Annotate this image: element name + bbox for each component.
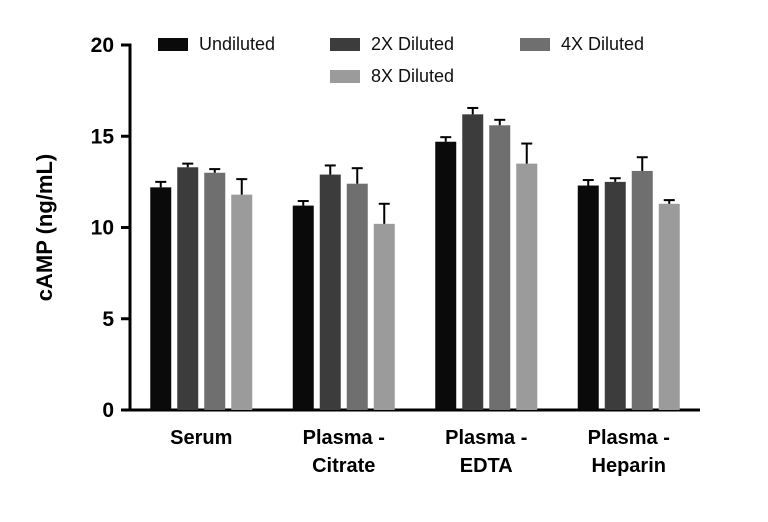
legend-swatch-2x-diluted xyxy=(330,38,360,51)
y-tick-label: 20 xyxy=(91,34,114,57)
y-tick-label: 0 xyxy=(102,399,114,422)
y-tick-label: 15 xyxy=(91,125,115,148)
legend-label-8x-diluted: 8X Diluted xyxy=(371,66,455,86)
legend-label-4x-diluted: 4X Diluted xyxy=(561,34,645,54)
x-category-label: Heparin xyxy=(592,455,666,477)
bar-8x-diluted xyxy=(516,163,538,410)
legend-label-undiluted: Undiluted xyxy=(199,34,276,54)
x-category-label: Citrate xyxy=(312,455,375,477)
bar-2x-diluted xyxy=(462,114,484,410)
bar-8x-diluted xyxy=(373,223,395,410)
bar-2x-diluted xyxy=(604,181,626,410)
legend-item-undiluted: Undiluted xyxy=(158,34,275,55)
bar-undiluted xyxy=(150,187,172,410)
legend-item-4x-diluted: 4X Diluted xyxy=(520,34,644,55)
bar-4x-diluted xyxy=(631,170,653,410)
x-category-label: Serum xyxy=(170,427,232,449)
legend-swatch-4x-diluted xyxy=(520,38,550,51)
bar-8x-diluted xyxy=(658,203,680,410)
x-category-label: Plasma - xyxy=(445,427,527,449)
x-category-label: EDTA xyxy=(460,455,513,477)
y-tick-label: 10 xyxy=(91,217,114,240)
bar-4x-diluted xyxy=(346,183,368,410)
x-category-label: Plasma - xyxy=(588,427,670,449)
bar-8x-diluted xyxy=(231,194,253,410)
y-tick-label: 5 xyxy=(102,308,114,331)
bar-2x-diluted xyxy=(177,167,199,410)
x-category-label: Plasma - xyxy=(303,427,385,449)
legend-swatch-8x-diluted xyxy=(330,70,360,83)
bar-2x-diluted xyxy=(319,174,341,410)
legend-item-2x-diluted: 2X Diluted xyxy=(330,34,454,55)
legend-label-2x-diluted: 2X Diluted xyxy=(371,34,455,54)
bar-4x-diluted xyxy=(489,125,511,411)
legend-item-8x-diluted: 8X Diluted xyxy=(330,66,454,87)
bar-4x-diluted xyxy=(204,172,226,410)
legend-swatch-undiluted xyxy=(158,38,188,51)
bar-undiluted xyxy=(435,141,457,410)
bar-undiluted xyxy=(577,185,599,410)
bar-undiluted xyxy=(292,205,314,410)
y-axis-title: cAMP (ng/mL) xyxy=(32,154,57,301)
